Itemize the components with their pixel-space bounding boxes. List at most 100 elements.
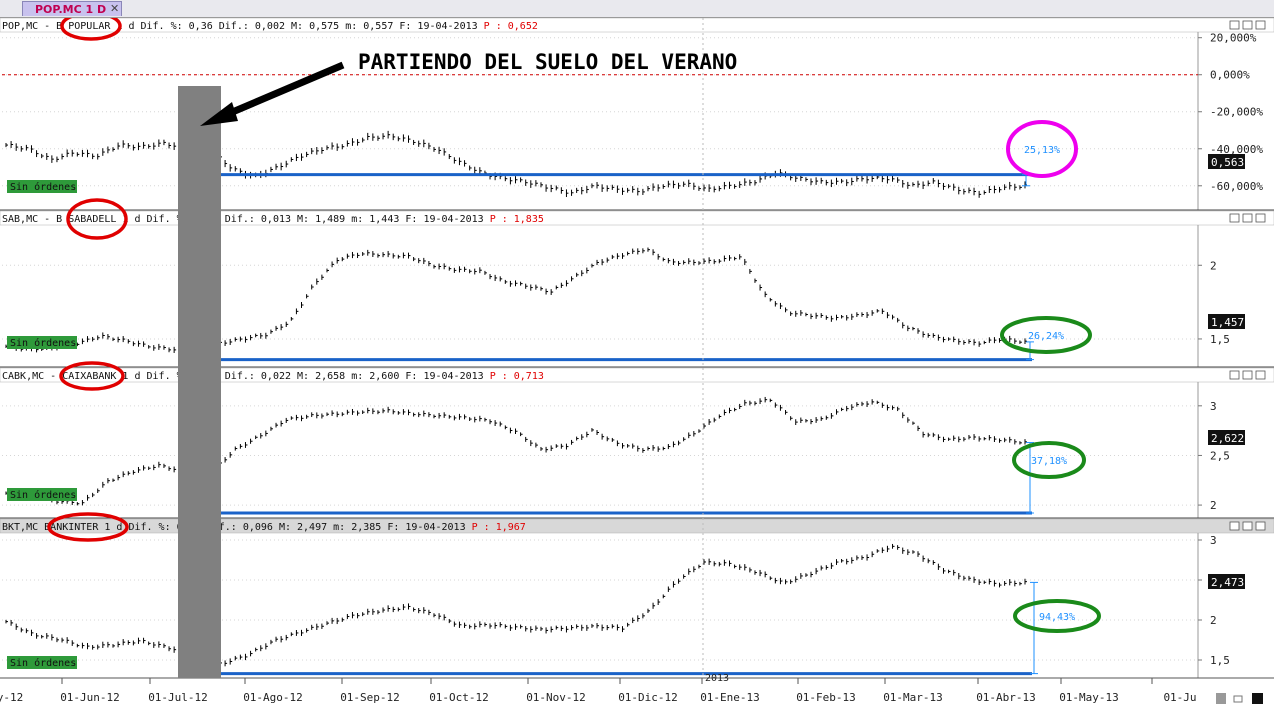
orders-tag-label: Sin órdenes [10, 181, 76, 193]
last-price: 1,457 [1211, 316, 1244, 329]
panel-header [0, 210, 1274, 226]
panel-header-text: CABK,MC - CAIXABANK 1 d Dif. %: 0,85 Dif… [2, 371, 544, 382]
y-tick-label: 0,000% [1210, 69, 1250, 82]
panels: POP,MC - B POPULAR 1 d Dif. %: 0,36 Dif.… [0, 18, 1274, 679]
minimize-icon[interactable] [1229, 20, 1240, 30]
name-highlight-circle [66, 198, 128, 240]
highlight-ring [1012, 441, 1086, 479]
maximize-icon-box [1242, 20, 1253, 30]
orders-tag-label: Sin órdenes [10, 337, 76, 349]
close-icon[interactable] [1255, 213, 1266, 223]
tab-bar: POP.MC 1 D ✕ [0, 0, 1274, 18]
highlight-band [178, 86, 221, 678]
x-tick-label: 01-Jun-12 [60, 691, 120, 704]
y-tick-label: 20,000% [1210, 32, 1257, 45]
gain-percent: 94,43% [1039, 612, 1075, 623]
minimize-icon-box [1229, 370, 1240, 380]
p-value: P : 0,713 [490, 371, 544, 382]
last-price-box [1208, 574, 1245, 589]
highlight-ring [1006, 120, 1078, 178]
x-tick-label: 01-Mar-13 [883, 691, 943, 704]
highlight-ring [1013, 599, 1101, 633]
orders-tag: Sin órdenes [7, 180, 77, 193]
y-tick-label: 3 [1210, 534, 1217, 547]
close-icon[interactable]: ✕ [110, 2, 120, 15]
maximize-icon[interactable] [1242, 20, 1253, 30]
orders-tag-label: Sin órdenes [10, 657, 76, 669]
y-tick-label: 2,5 [1210, 449, 1230, 462]
name-highlight-circle [47, 512, 129, 542]
company-name: SABADELL [68, 214, 116, 225]
chart-area: POP,MC - B POPULAR 1 d Dif. %: 0,36 Dif.… [0, 18, 1274, 704]
annotation-arrow [214, 61, 345, 123]
x-tick-label: 01-Ago-12 [243, 691, 303, 704]
close-icon[interactable] [1255, 521, 1266, 531]
last-price: 2,622 [1211, 432, 1244, 445]
symbol-label: SAB,MC - B [2, 214, 68, 225]
overlay: PARTIENDO DEL SUELO DEL VERANO [178, 50, 737, 678]
annotation-text: PARTIENDO DEL SUELO DEL VERANO [358, 50, 737, 74]
panel-header [0, 367, 1274, 383]
p-value: P : 1,835 [490, 214, 544, 225]
save-icon[interactable] [1196, 692, 1266, 706]
x-tick-label: 01-May-13 [1059, 691, 1119, 704]
y-tick-label: 3 [1210, 400, 1217, 413]
header-stats: 1 d Dif. %: 0,85 Dif.: 0,022 M: 2,658 m:… [116, 371, 489, 382]
orders-tag-bg [7, 656, 77, 669]
maximize-icon[interactable] [1242, 370, 1253, 380]
minimize-icon[interactable] [1229, 521, 1240, 531]
y-tick-label: 2 [1210, 499, 1217, 512]
x-axis: y-12 01-Jun-12 01-Jul-12 01-Ago-12 01-Sep-12… [0, 18, 1274, 704]
year-label: 2013 [705, 673, 729, 684]
panel-header-text: BKT,MC BANKINTER 1 d Dif. %: 0,94 Dif.: … [2, 522, 526, 533]
header-stats: 1 d Dif. %: 0,90 Dif.: 0,013 M: 1,489 m:… [116, 214, 489, 225]
tab-title: POP.MC 1 D [35, 3, 107, 16]
orders-tag: Sin órdenes [7, 488, 77, 501]
y-tick-label: -20,000% [1210, 106, 1263, 119]
maximize-icon-box [1242, 521, 1253, 531]
orders-tag-bg [7, 180, 77, 193]
orders-tag: Sin órdenes [7, 336, 77, 349]
close-icon-box [1255, 521, 1266, 531]
x-tick-label: 01-Feb-13 [796, 691, 856, 704]
y-tick-label: 2 [1210, 259, 1217, 272]
x-tick-label: 01-Nov-12 [526, 691, 586, 704]
x-tick-label: 01-Ju [1163, 691, 1196, 704]
maximize-icon-box [1242, 213, 1253, 223]
last-price-box [1208, 314, 1245, 329]
close-icon[interactable] [1255, 20, 1266, 30]
orders-tag-bg [7, 488, 77, 501]
minimize-icon-box [1229, 521, 1240, 531]
panel-header [0, 518, 1274, 534]
y-tick-label: 1,5 [1210, 333, 1230, 346]
panel-sabadell: SAB,MC - B SABADELL 1 d Dif. %: 0,90 Dif… [0, 198, 1274, 368]
close-icon[interactable] [1255, 370, 1266, 380]
last-price: 2,473 [1211, 576, 1244, 589]
name-highlight-circle [59, 361, 125, 391]
dark-square-icon[interactable] [1252, 693, 1263, 704]
last-price-box [1208, 430, 1245, 445]
header-stats: 1 d Dif. %: 0,36 Dif.: 0,002 M: 0,575 m:… [110, 21, 483, 32]
gain-percent: 25,13% [1024, 145, 1060, 156]
x-tick-label: 01-Jul-12 [148, 691, 208, 704]
name-highlight-circle [60, 18, 122, 41]
p-value: P : 0,652 [484, 21, 538, 32]
tab-pop-mc[interactable]: POP.MC 1 D [22, 1, 122, 16]
x-tick-label: y-12 [0, 691, 23, 704]
pin-icon[interactable] [1233, 695, 1243, 703]
close-icon-box [1255, 20, 1266, 30]
x-tick-label: 01-Sep-12 [340, 691, 400, 704]
last-price-box [1208, 154, 1245, 169]
floppy-icon[interactable] [1216, 693, 1226, 704]
maximize-icon[interactable] [1242, 521, 1253, 531]
x-tick-label: 01-Abr-13 [976, 691, 1036, 704]
minimize-icon-box [1229, 213, 1240, 223]
company-name: BANKINTER [44, 522, 99, 533]
x-tick-label: 01-Ene-13 [700, 691, 760, 704]
minimize-icon[interactable] [1229, 370, 1240, 380]
maximize-icon[interactable] [1242, 213, 1253, 223]
last-price: 0,563 [1211, 156, 1244, 169]
p-value: P : 1,967 [472, 522, 526, 533]
minimize-icon[interactable] [1229, 213, 1240, 223]
panel-caixabank: CABK,MC - CAIXABANK 1 d Dif. %: 0,85 Dif… [0, 361, 1274, 519]
